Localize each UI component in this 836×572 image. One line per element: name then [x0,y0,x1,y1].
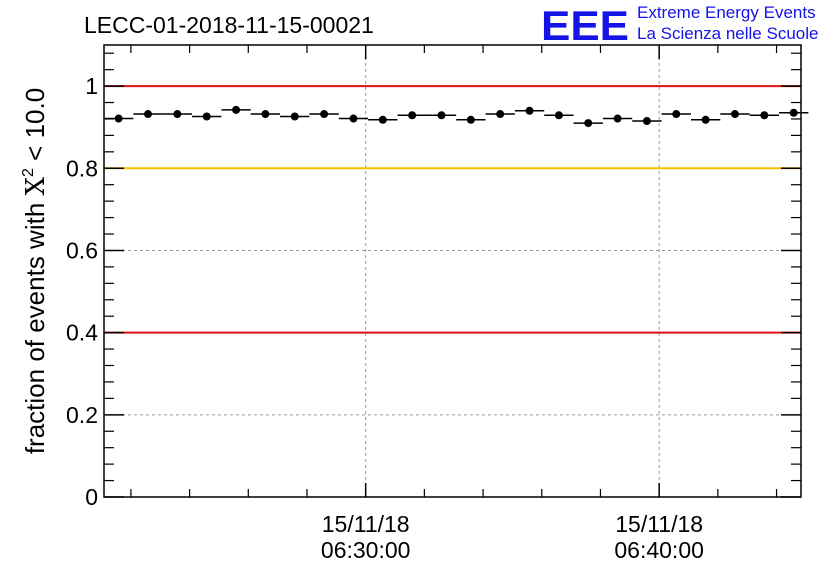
y-tick-label: 1 [85,73,98,99]
eee-logo: EEE Extreme Energy Events La Scienza nel… [541,2,818,49]
data-point [320,110,329,119]
data-point [290,112,299,121]
logo-mark: EEE [541,2,629,49]
data-point [525,106,534,115]
y-axis-title-chi: X [21,176,51,195]
grid-lines [104,45,801,497]
data-point [173,110,182,119]
data-point [144,110,153,119]
x-tick-date-label: 15/11/18 [322,511,410,537]
logo-line-2: La Scienza nelle Scuole [637,24,818,43]
y-axis-title-suffix: < 10.0 [20,88,50,168]
data-point [202,112,211,121]
data-point [789,108,798,117]
data-point [232,105,241,114]
y-axis: 0 0.2 0.4 0.6 0.8 1 [66,52,801,510]
data-point [730,110,739,119]
y-axis-title-superscript: 2 [20,168,37,177]
data-point [554,111,563,120]
x-tick-time-label: 06:30:00 [321,537,411,563]
data-point [701,115,710,124]
data-series [104,105,809,128]
plot-frame [103,44,802,498]
data-point [613,114,622,123]
data-point [496,110,505,119]
data-point [642,117,651,126]
y-tick-label: 0.8 [66,155,98,181]
x-tick-time-label: 06:40:00 [614,537,704,563]
data-point [466,115,475,124]
y-tick-label: 0 [85,484,98,510]
data-point [349,114,358,123]
data-point [408,111,417,120]
reference-lines [104,85,801,334]
data-point [261,110,270,119]
y-axis-title: fraction of events with X2 < 10.0 [20,88,51,454]
data-point [672,110,681,119]
logo-line-1: Extreme Energy Events [637,3,816,22]
y-axis-title-prefix: fraction of events with [20,195,50,454]
y-tick-label: 0.6 [66,237,98,263]
y-tick-label: 0.2 [66,402,98,428]
data-point [378,115,387,124]
data-point [760,111,769,120]
data-point [114,114,123,123]
data-point [437,111,446,120]
x-tick-date-label: 15/11/18 [615,511,703,537]
y-tick-label: 0.4 [66,320,98,346]
chart-title: LECC-01-2018-11-15-00021 [84,12,374,38]
data-point [584,119,593,128]
